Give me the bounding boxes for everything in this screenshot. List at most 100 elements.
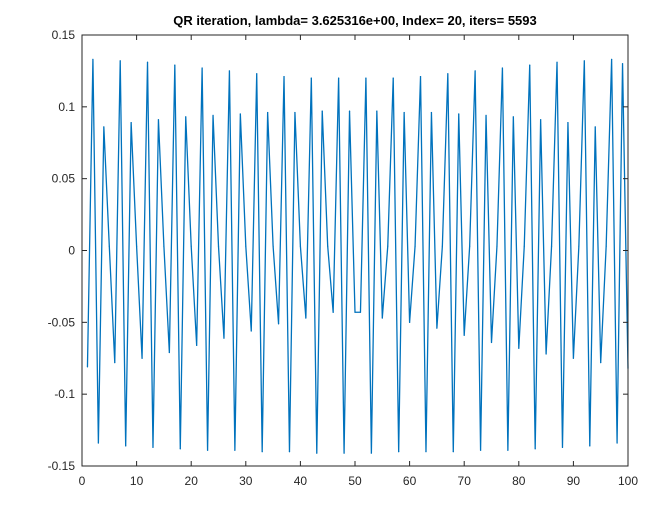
data-point (294, 111, 296, 114)
data-point (234, 449, 236, 451)
data-point (550, 245, 553, 247)
data-point (327, 245, 329, 247)
data-point (392, 77, 394, 79)
data-point (398, 451, 400, 453)
data-point (119, 60, 121, 62)
data-point (174, 64, 176, 66)
x-tick-label: 80 (512, 474, 526, 488)
data-point (605, 245, 607, 247)
data-point (261, 451, 263, 453)
data-point (256, 73, 258, 75)
x-tick-label: 40 (294, 474, 308, 488)
data-point (185, 116, 187, 118)
chart-title: QR iteration, lambda= 3.625316e+00, Inde… (173, 13, 537, 28)
data-point (600, 361, 602, 364)
data-point (217, 245, 220, 247)
data-point (496, 245, 498, 247)
x-axis: 0 10 20 30 40 50 60 70 80 90 100 (79, 35, 638, 488)
data-point (321, 110, 323, 112)
data-point (436, 327, 438, 329)
x-tick-label: 30 (239, 474, 253, 488)
data-point (523, 245, 525, 247)
data-point (272, 245, 274, 247)
plot-area (82, 35, 628, 466)
data-point (277, 323, 280, 325)
data-point (86, 366, 89, 368)
data-point (376, 110, 378, 112)
data-point (250, 330, 252, 332)
data-point (141, 357, 143, 359)
data-point (419, 76, 422, 78)
y-tick-label: 0.1 (58, 100, 75, 114)
data-point (212, 114, 214, 117)
data-point (556, 61, 558, 63)
data-point (338, 77, 340, 79)
data-point (163, 245, 165, 247)
x-tick-label: 50 (348, 474, 362, 488)
data-point (201, 67, 203, 69)
data-point (206, 449, 209, 451)
y-tick-label: -0.15 (48, 459, 76, 473)
data-point (299, 245, 301, 247)
x-tick-label: 90 (567, 474, 581, 488)
data-point (518, 347, 520, 349)
data-point (332, 311, 334, 313)
data-point (223, 337, 225, 339)
data-point (267, 111, 269, 114)
y-tick-label: 0 (68, 244, 75, 258)
data-point (168, 351, 170, 354)
series-line (86, 58, 629, 454)
data-point (567, 122, 569, 124)
data-point (305, 317, 307, 319)
data-point (130, 122, 132, 124)
data-point (125, 445, 127, 447)
y-tick-label: 0.05 (52, 172, 76, 186)
data-point (512, 116, 514, 118)
data-point (490, 341, 493, 344)
data-point (359, 311, 362, 313)
x-tick-label: 100 (618, 474, 638, 488)
data-point (501, 67, 504, 69)
data-point (485, 114, 487, 117)
data-point (425, 451, 427, 453)
data-point (343, 452, 345, 454)
x-tick-label: 10 (130, 474, 144, 488)
data-point (463, 334, 465, 336)
data-point (452, 451, 454, 453)
data-point (146, 61, 149, 63)
data-point (370, 452, 372, 454)
data-point (414, 245, 416, 247)
data-point (288, 451, 291, 453)
data-point (136, 245, 138, 247)
data-point (534, 448, 536, 450)
data-point (545, 353, 547, 355)
data-point (245, 245, 247, 247)
data-point (348, 110, 351, 112)
y-tick-label: -0.1 (54, 387, 75, 401)
data-point (594, 126, 596, 128)
data-point (103, 126, 105, 128)
data-point (152, 446, 154, 448)
data-point (611, 58, 613, 61)
data-point (430, 111, 433, 114)
data-point (108, 245, 110, 247)
data-point (469, 245, 471, 247)
data-point (92, 58, 94, 61)
data-point (239, 113, 241, 115)
data-point (616, 442, 618, 444)
x-tick-label: 70 (458, 474, 472, 488)
data-point (583, 60, 585, 62)
data-point (179, 448, 181, 450)
data-point (409, 321, 411, 323)
x-tick-label: 60 (403, 474, 417, 488)
data-point (447, 73, 449, 75)
data-point (316, 452, 318, 454)
y-tick-label: -0.05 (48, 315, 76, 329)
data-point (283, 76, 285, 78)
series-layer (86, 58, 629, 454)
data-point (561, 446, 564, 448)
y-axis: 0.15 0.1 0.05 0 -0.05 -0.1 -0.15 (48, 28, 628, 473)
data-point (97, 442, 99, 444)
data-point (190, 245, 192, 247)
